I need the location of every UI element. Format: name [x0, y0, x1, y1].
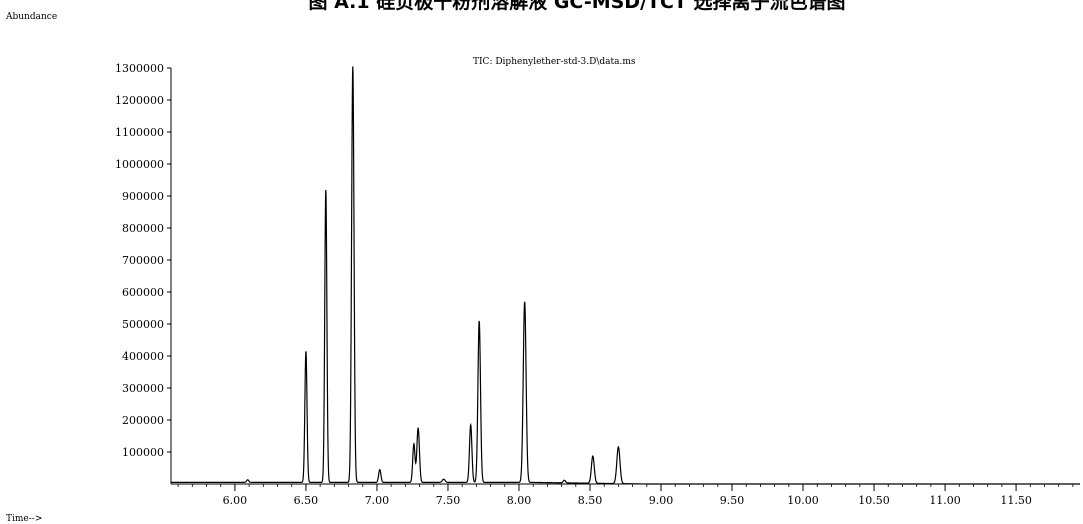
y-tick-label: 800000: [122, 222, 164, 235]
y-tick-label: 200000: [122, 414, 164, 427]
y-tick-label: 1200000: [115, 94, 164, 107]
x-tick-label: 6.00: [223, 494, 248, 507]
x-tick-label: 10.50: [858, 494, 890, 507]
y-tick-label: 600000: [122, 286, 164, 299]
x-axis-label: Time-->: [6, 514, 42, 524]
x-tick-label: 11.00: [929, 494, 961, 507]
y-tick-label: 1000000: [115, 158, 164, 171]
x-tick-label: 9.50: [720, 494, 745, 507]
trace-label: TIC: Diphenylether-std-3.D\data.ms: [473, 57, 636, 67]
x-tick-label: 8.00: [507, 494, 532, 507]
y-tick-label: 300000: [122, 382, 164, 395]
y-tick-label: 500000: [122, 318, 164, 331]
y-axis-label: Abundance: [5, 12, 57, 22]
y-tick-label: 100000: [122, 446, 164, 459]
x-tick-label: 7.00: [365, 494, 390, 507]
y-tick-label: 700000: [122, 254, 164, 267]
x-tick-label: 6.50: [294, 494, 319, 507]
x-ticks: 6.00 6.50 7.00 7.50 8.00 8.50 9.00 9.50 10.00 10.…: [177, 484, 1074, 507]
x-tick-label: 7.50: [436, 494, 461, 507]
y-tick-label: 1300000: [115, 62, 164, 75]
y-tick-label: 900000: [122, 190, 164, 203]
figure-title: 图 A.1 硅负极干粉剂溶解液 GC-MSD/TCT 选择离子流色谱图: [309, 0, 846, 13]
y-tick-label: 1100000: [115, 126, 164, 139]
y-ticks: 100000 200000 300000 400000 500000 600000 7000…: [115, 62, 171, 459]
x-tick-label: 9.00: [649, 494, 674, 507]
tic-trace-line: [171, 66, 1080, 485]
x-tick-label: 11.50: [1000, 494, 1032, 507]
y-tick-label: 400000: [122, 350, 164, 363]
x-tick-label: 8.50: [578, 494, 603, 507]
x-tick-label: 10.00: [787, 494, 819, 507]
